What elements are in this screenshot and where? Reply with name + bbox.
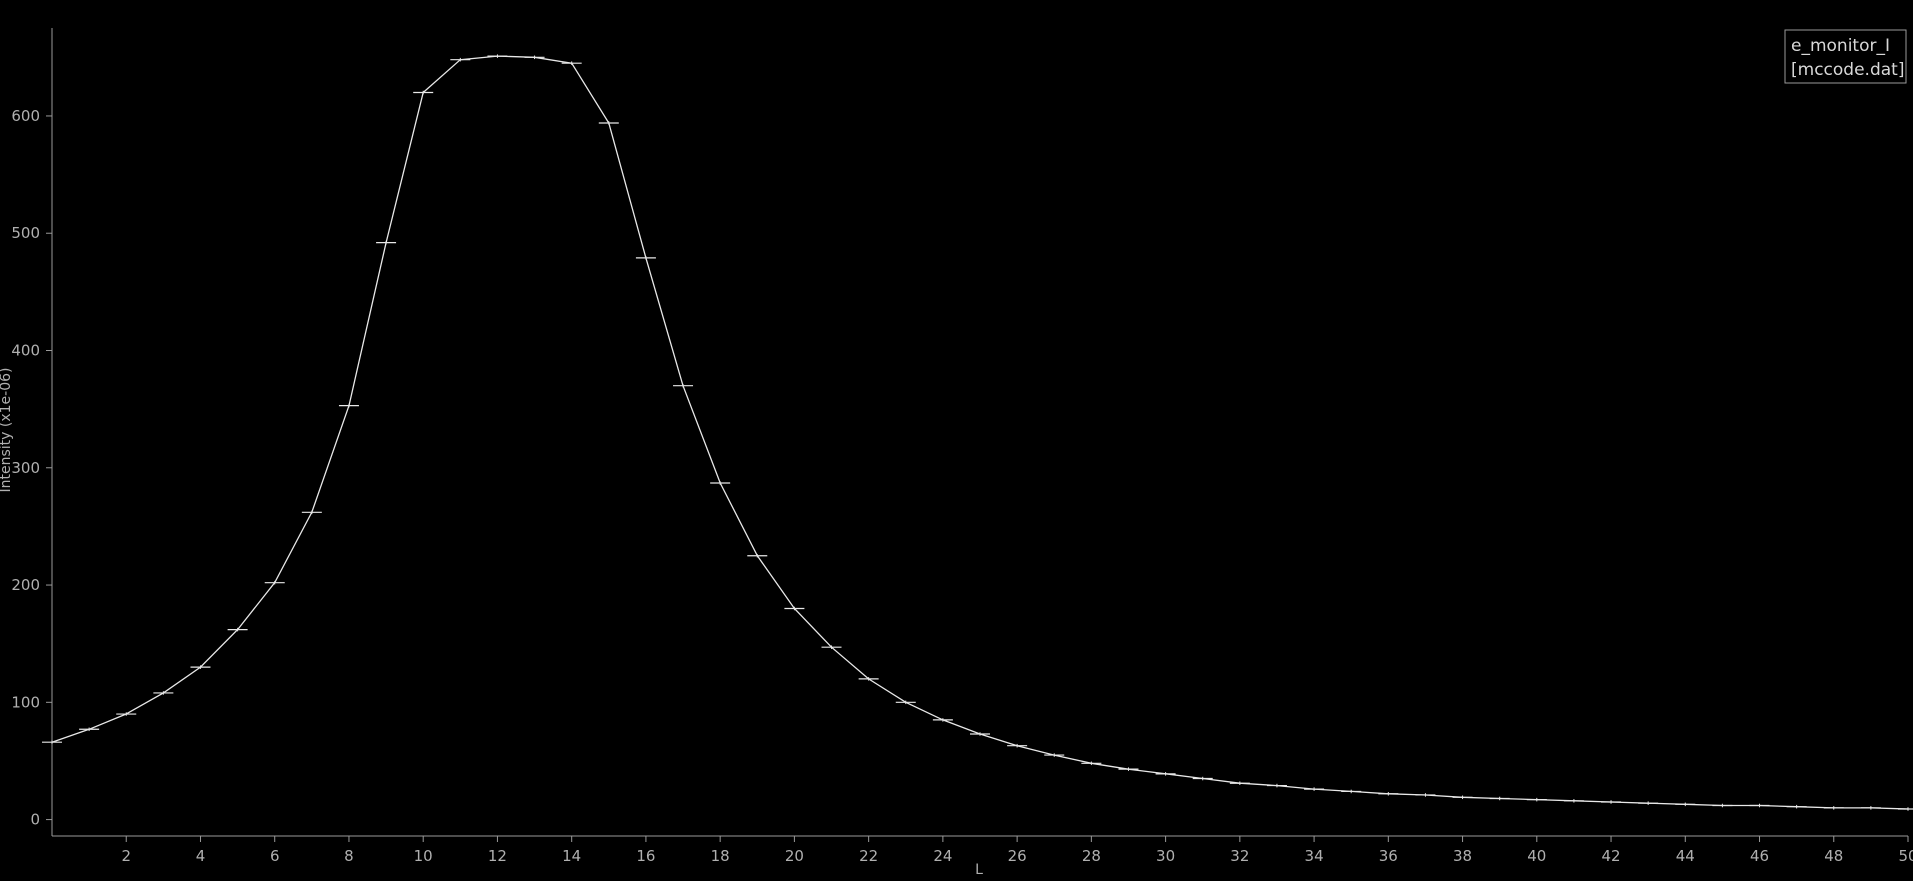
legend-frame xyxy=(1784,29,1907,84)
data-point xyxy=(116,712,137,716)
data-point xyxy=(1266,783,1287,788)
data-point xyxy=(42,740,62,744)
data-point xyxy=(338,403,359,408)
data-point xyxy=(635,256,656,260)
data-point xyxy=(932,718,953,722)
x-tick-label: 10 xyxy=(414,847,433,865)
data-point xyxy=(561,61,582,65)
data-point xyxy=(376,240,397,245)
data-point xyxy=(264,580,285,585)
data-point xyxy=(450,57,471,62)
data-point xyxy=(1489,796,1510,801)
x-tick-label: 42 xyxy=(1601,847,1620,865)
data-point xyxy=(1341,789,1362,794)
x-tick-label: 22 xyxy=(859,847,878,865)
data-point xyxy=(1638,801,1659,805)
x-tick-label: 40 xyxy=(1527,847,1546,865)
y-tick-label: 600 xyxy=(11,107,40,125)
x-tick-label: 28 xyxy=(1082,847,1101,865)
data-point xyxy=(153,691,174,695)
x-tick-label: 38 xyxy=(1453,847,1472,865)
data-point xyxy=(784,606,805,611)
y-tick-label: 300 xyxy=(11,459,40,477)
x-tick-label: 18 xyxy=(711,847,730,865)
x-tick-label: 14 xyxy=(562,847,581,865)
y-tick-label: 500 xyxy=(11,224,40,242)
x-tick-label: 44 xyxy=(1676,847,1695,865)
data-point xyxy=(227,627,248,632)
legend-box: e_monitor_I [mccode.dat] xyxy=(1784,29,1907,84)
data-point xyxy=(858,677,879,681)
x-tick-label: 6 xyxy=(270,847,280,865)
data-point xyxy=(301,510,322,515)
data-point xyxy=(598,121,619,125)
data-point xyxy=(1378,792,1399,796)
x-axis-title: L xyxy=(975,862,983,878)
y-tick-label: 0 xyxy=(30,811,40,829)
data-point xyxy=(1415,793,1436,797)
y-tick-label: 200 xyxy=(11,576,40,594)
data-point xyxy=(1081,761,1102,766)
y-tick-label: 100 xyxy=(11,693,40,711)
data-point xyxy=(79,727,100,732)
x-tick-label: 30 xyxy=(1156,847,1175,865)
data-point xyxy=(1007,743,1028,748)
series-group xyxy=(42,54,1913,811)
x-tick-label: 4 xyxy=(196,847,206,865)
data-point xyxy=(1526,797,1547,802)
x-tick-label: 32 xyxy=(1230,847,1249,865)
data-point xyxy=(1601,800,1622,804)
x-tick-label: 26 xyxy=(1008,847,1027,865)
x-tick-label: 8 xyxy=(344,847,354,865)
x-tick-label: 34 xyxy=(1305,847,1324,865)
data-point xyxy=(747,553,768,558)
data-point xyxy=(970,732,990,736)
data-point xyxy=(1155,772,1176,776)
y-axis-title: Intensity (x1e-06) xyxy=(0,368,14,493)
data-point xyxy=(1192,776,1213,781)
y-axis-ticks: 0 100 200 300 400 500 600 xyxy=(11,107,52,829)
x-tick-label: 16 xyxy=(636,847,655,865)
x-tick-label: 46 xyxy=(1750,847,1769,865)
x-tick-label: 36 xyxy=(1379,847,1398,865)
data-point xyxy=(673,383,694,388)
x-tick-label: 20 xyxy=(785,847,804,865)
data-point xyxy=(524,55,545,60)
data-point xyxy=(1675,802,1696,807)
data-point xyxy=(710,481,731,485)
data-point xyxy=(1823,806,1844,810)
data-point xyxy=(1229,781,1250,785)
data-point xyxy=(487,54,508,58)
legend-entry-title: e_monitor_I xyxy=(1791,36,1890,56)
x-axis-ticks: 2 4 6 8 10 12 14 16 18 20 22 24 26 28 30 32 34 36 38 40 42 44… xyxy=(121,836,1913,865)
data-point xyxy=(1712,803,1733,808)
x-tick-label: 24 xyxy=(933,847,952,865)
y-tick-label: 400 xyxy=(11,341,40,359)
data-point xyxy=(1749,803,1770,808)
data-point xyxy=(1452,795,1473,800)
data-point xyxy=(895,700,916,705)
x-tick-label: 12 xyxy=(488,847,507,865)
legend-entry-source: [mccode.dat] xyxy=(1791,60,1904,80)
x-tick-label: 48 xyxy=(1824,847,1843,865)
data-point xyxy=(413,90,434,95)
x-tick-label: 2 xyxy=(121,847,131,865)
data-point xyxy=(1898,807,1913,811)
data-point xyxy=(821,645,842,649)
data-point xyxy=(1118,767,1139,771)
data-point xyxy=(1860,806,1881,810)
data-point xyxy=(1304,787,1325,791)
data-point xyxy=(1563,799,1584,803)
x-tick-label: 50 xyxy=(1898,847,1913,865)
data-point xyxy=(1044,753,1065,757)
data-point xyxy=(1786,804,1807,809)
data-point xyxy=(190,665,211,669)
